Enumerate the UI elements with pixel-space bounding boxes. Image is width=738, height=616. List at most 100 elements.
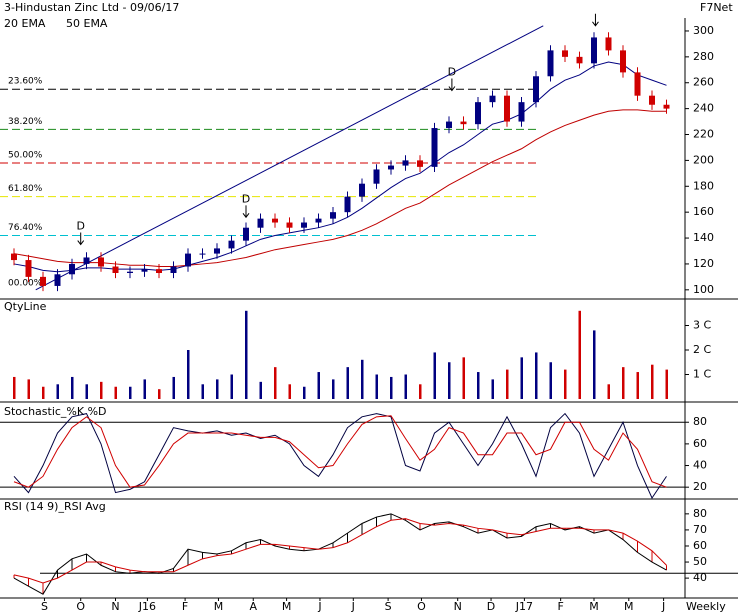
volume-bar <box>100 381 103 399</box>
candle-body <box>214 248 220 254</box>
x-tick-label: S <box>385 600 392 613</box>
volume-bar <box>665 369 668 399</box>
indicator-line <box>13 412 667 500</box>
volume-bar <box>114 386 117 399</box>
volume-bar <box>56 384 59 399</box>
y-tick-label: 220 <box>693 128 714 141</box>
x-tick-label: M <box>282 600 292 613</box>
volume-bar <box>129 386 132 399</box>
candle-body <box>330 212 336 219</box>
annotation-arrow <box>592 13 599 27</box>
volume-bar <box>477 372 480 399</box>
volume-bar <box>404 374 407 399</box>
y-tick-label: 160 <box>693 205 714 218</box>
volume-bar <box>535 352 538 399</box>
volume-bar <box>85 384 88 399</box>
ema-line <box>13 61 667 273</box>
candle-body <box>359 183 365 197</box>
volume-bar <box>361 359 364 399</box>
y-tick-label: 50 <box>693 555 707 568</box>
x-axis-label: Weekly <box>686 600 726 613</box>
y-tick-label: 300 <box>693 24 714 37</box>
annotation-label: D <box>76 220 84 233</box>
y-tick-label: 240 <box>693 102 714 115</box>
source-label: F7Net <box>700 1 733 14</box>
volume-bar <box>506 369 509 399</box>
candle-body <box>69 263 75 275</box>
candle-body <box>504 95 510 122</box>
y-tick-label: 140 <box>693 231 714 244</box>
candle-body <box>634 72 641 96</box>
volume-bar <box>564 369 567 399</box>
volume-bar <box>390 376 393 399</box>
candle-body <box>286 222 293 228</box>
fib-label: 50.00% <box>8 150 43 160</box>
x-tick-label: M <box>624 600 634 613</box>
y-tick-label: 120 <box>693 257 714 270</box>
candle-body <box>243 227 249 241</box>
y-tick-label: 180 <box>693 179 714 192</box>
y-tick-label: 80 <box>693 415 707 428</box>
x-tick-label: J17 <box>515 600 533 613</box>
volume-bar <box>216 379 219 399</box>
fib-label: 23.60% <box>8 77 43 87</box>
candle-body <box>533 76 539 103</box>
candle-body <box>315 218 322 223</box>
x-tick-label: F <box>182 600 188 613</box>
candle-body <box>301 222 307 228</box>
indicator-line <box>13 513 667 595</box>
candle-body <box>185 253 191 267</box>
volume-bar <box>332 379 335 399</box>
ema-line <box>13 109 667 268</box>
x-tick-label: O <box>417 600 426 613</box>
y-tick-label: 70 <box>693 523 707 536</box>
indicator-line <box>13 415 667 488</box>
volume-bar <box>622 367 625 399</box>
candle-body <box>446 121 452 129</box>
candle-body <box>373 169 380 184</box>
x-tick-label: M <box>214 600 224 613</box>
annotation-label: D <box>242 192 250 205</box>
candle-body <box>649 95 655 105</box>
candle-body <box>170 266 177 273</box>
volume-bar <box>27 379 30 399</box>
x-tick-label: N <box>111 600 119 613</box>
volume-bar <box>462 357 465 399</box>
volume-bar <box>172 376 175 399</box>
volume-bar <box>651 364 654 399</box>
candle-body <box>460 121 467 125</box>
y-tick-label: 40 <box>693 571 707 584</box>
volume-bar <box>288 384 291 399</box>
volume-bar <box>201 384 204 399</box>
volume-bar <box>578 310 581 399</box>
x-tick-label: J <box>661 600 665 613</box>
candle-body <box>620 50 626 73</box>
volume-bar <box>419 384 422 399</box>
candle-body <box>54 274 61 286</box>
annotation-label: D <box>448 66 456 79</box>
candle-body <box>83 257 90 264</box>
volume-bar <box>448 362 451 399</box>
x-tick-label: N <box>454 600 462 613</box>
x-tick-label: J16 <box>138 600 156 613</box>
volume-bar <box>158 389 161 399</box>
y-tick-label: 280 <box>693 50 714 63</box>
panel-title: QtyLine <box>4 300 47 313</box>
x-tick-label: J <box>351 600 355 613</box>
candle-body <box>663 104 670 109</box>
fib-label: 38.20% <box>8 117 43 127</box>
volume-bar <box>71 376 74 399</box>
candle-body <box>431 128 438 167</box>
candle-body <box>98 257 104 267</box>
candle-body <box>11 253 17 261</box>
x-tick-label: S <box>41 600 48 613</box>
volume-bar <box>42 386 45 399</box>
volume-bar <box>317 372 320 399</box>
annotation-arrow <box>242 205 250 219</box>
volume-bar <box>375 374 378 399</box>
x-tick-label: O <box>76 600 85 613</box>
candle-body <box>228 240 235 249</box>
x-tick-label: M <box>589 600 599 613</box>
chart-title: 3-Hindustan Zinc Ltd - 09/06/17 <box>4 1 179 14</box>
